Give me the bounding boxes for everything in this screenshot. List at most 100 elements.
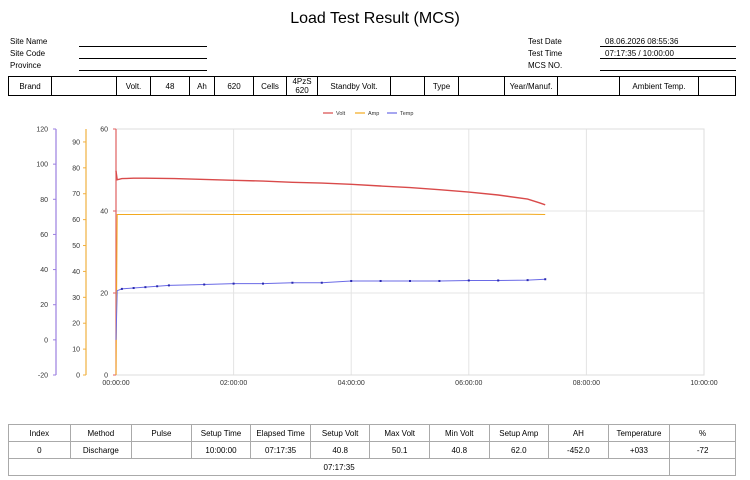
temp-point [320, 281, 323, 284]
temp-point [144, 286, 147, 289]
results-header-cell: AH [548, 424, 609, 442]
y-tick-label: 20 [40, 302, 48, 309]
temp-point [120, 287, 123, 290]
cells-value: 4PzS 620 [286, 76, 318, 96]
results-header-cell: Min Volt [428, 424, 490, 442]
results-header-cell: Max Volt [369, 424, 430, 442]
results-data-cell: 0 [8, 441, 71, 459]
results-data-cell: 07:17:35 [250, 441, 311, 459]
y-tick-label: 90 [72, 139, 80, 146]
x-tick-label: 00:00:00 [102, 380, 129, 387]
test-date-label: Test Date [528, 37, 562, 46]
test-time-label: Test Time [528, 49, 563, 58]
temp-point [438, 279, 441, 282]
y-tick-label: 20 [100, 291, 108, 298]
ah-label: Ah [189, 76, 215, 96]
y-tick-label: 80 [40, 197, 48, 204]
results-total-row: 07:17:35 [7, 458, 736, 476]
y-tick-label: 20 [72, 321, 80, 328]
temp-point [467, 279, 470, 282]
test-date-line [600, 46, 736, 47]
temp-point [262, 282, 264, 285]
series-line-temp [115, 278, 546, 340]
legend-label: Amp [368, 111, 379, 117]
year-label: Year/Manuf. [504, 76, 558, 96]
cells-value-1: 4PzS [292, 77, 312, 86]
y-tick-label: -20 [38, 373, 48, 380]
results-table: Index Method Pulse Setup Time Elapsed Time Se… [7, 424, 736, 476]
y-tick-label: 120 [36, 127, 48, 134]
y-tick-label: 80 [72, 165, 80, 172]
y-tick-label: 60 [72, 217, 80, 224]
mcs-no-line [600, 70, 736, 71]
results-data-cell: +033 [607, 441, 671, 459]
y-tick-label: 50 [72, 243, 80, 250]
page-title: Load Test Result (MCS) [290, 10, 460, 27]
series-line-volt [115, 170, 546, 206]
temp-point [497, 279, 500, 282]
y-tick-label: 40 [100, 209, 108, 216]
series-line-amp [115, 213, 546, 376]
temp-point [291, 281, 294, 284]
y-tick-label: 40 [72, 269, 80, 276]
load-test-chart: 00:00:00 02:00:00 04:00:00 06:00:00 08:00:00… [36, 111, 717, 387]
y-tick-label: 40 [40, 267, 48, 274]
results-data-row: 0 Discharge 10:00:00 07:17:35 40.8 50.1 40.8 62… [8, 441, 736, 459]
results-header-row: Index Method Pulse Setup Time Elapsed Time Se… [8, 424, 736, 442]
results-data-cell: 40.8 [428, 441, 490, 459]
y-tick-label: 100 [36, 162, 48, 169]
temp-point [203, 283, 206, 286]
x-tick-label: 04:00:00 [338, 380, 365, 387]
x-tick-label: 06:00:00 [455, 380, 482, 387]
x-tick-label: 10:00:00 [690, 380, 717, 387]
temp-point [167, 284, 170, 287]
test-time-line [600, 58, 736, 59]
temp-point [156, 285, 159, 288]
results-header-cell: Elapsed Time [250, 424, 311, 442]
y-tick-label: 0 [76, 373, 80, 380]
site-name-label: Site Name [10, 37, 48, 46]
results-data-cell: 50.1 [369, 441, 430, 459]
temp-point [409, 279, 411, 282]
site-code-label: Site Code [10, 49, 46, 58]
results-total-elapsed: 07:17:35 [7, 458, 671, 476]
results-data-cell: Discharge [69, 441, 133, 459]
legend-label: Volt [336, 111, 346, 117]
y-tick-label: 10 [72, 347, 80, 354]
test-time-value: 07:17:35 / 10:00:00 [605, 49, 674, 58]
results-header-cell: % [669, 424, 736, 442]
test-date-value: 08.06.2026 08:55:36 [605, 37, 679, 46]
temp-point [132, 287, 135, 290]
cells-value-2: 620 [295, 86, 309, 95]
results-header-cell: Index [8, 424, 71, 442]
temp-point [526, 279, 529, 282]
results-header-cell: Temperature [607, 424, 671, 442]
y-tick-label: 0 [104, 373, 108, 380]
temp-point [544, 278, 547, 281]
legend-label: Temp [400, 111, 413, 117]
y-tick-label: 60 [40, 232, 48, 239]
results-header-cell: Method [69, 424, 133, 442]
x-tick-label: 02:00:00 [220, 380, 247, 387]
y-tick-label: 0 [44, 337, 48, 344]
results-data-cell: 10:00:00 [190, 441, 252, 459]
results-data-cell: -452.0 [548, 441, 609, 459]
y-tick-label: 30 [72, 295, 80, 302]
results-header-cell: Setup Volt [309, 424, 371, 442]
y-tick-label: 60 [100, 127, 108, 134]
province-label: Province [10, 61, 42, 70]
temp-point [379, 279, 382, 282]
province-line [79, 70, 207, 71]
ambient-temp-value [698, 76, 736, 96]
x-tick-label: 08:00:00 [573, 380, 600, 387]
mcs-no-label: MCS NO. [528, 61, 563, 70]
results-header-cell: Setup Time [190, 424, 252, 442]
battery-attributes-table: Brand Volt. 48 Ah 620 Cells 4PzS 620 Stan… [8, 76, 736, 96]
results-data-cell [131, 441, 192, 459]
results-data-cell: 40.8 [309, 441, 371, 459]
site-code-line [79, 58, 207, 59]
results-header-cell: Setup Amp [488, 424, 550, 442]
site-name-line [79, 46, 207, 47]
temp-point [350, 279, 353, 282]
y-tick-label: 70 [72, 191, 80, 198]
